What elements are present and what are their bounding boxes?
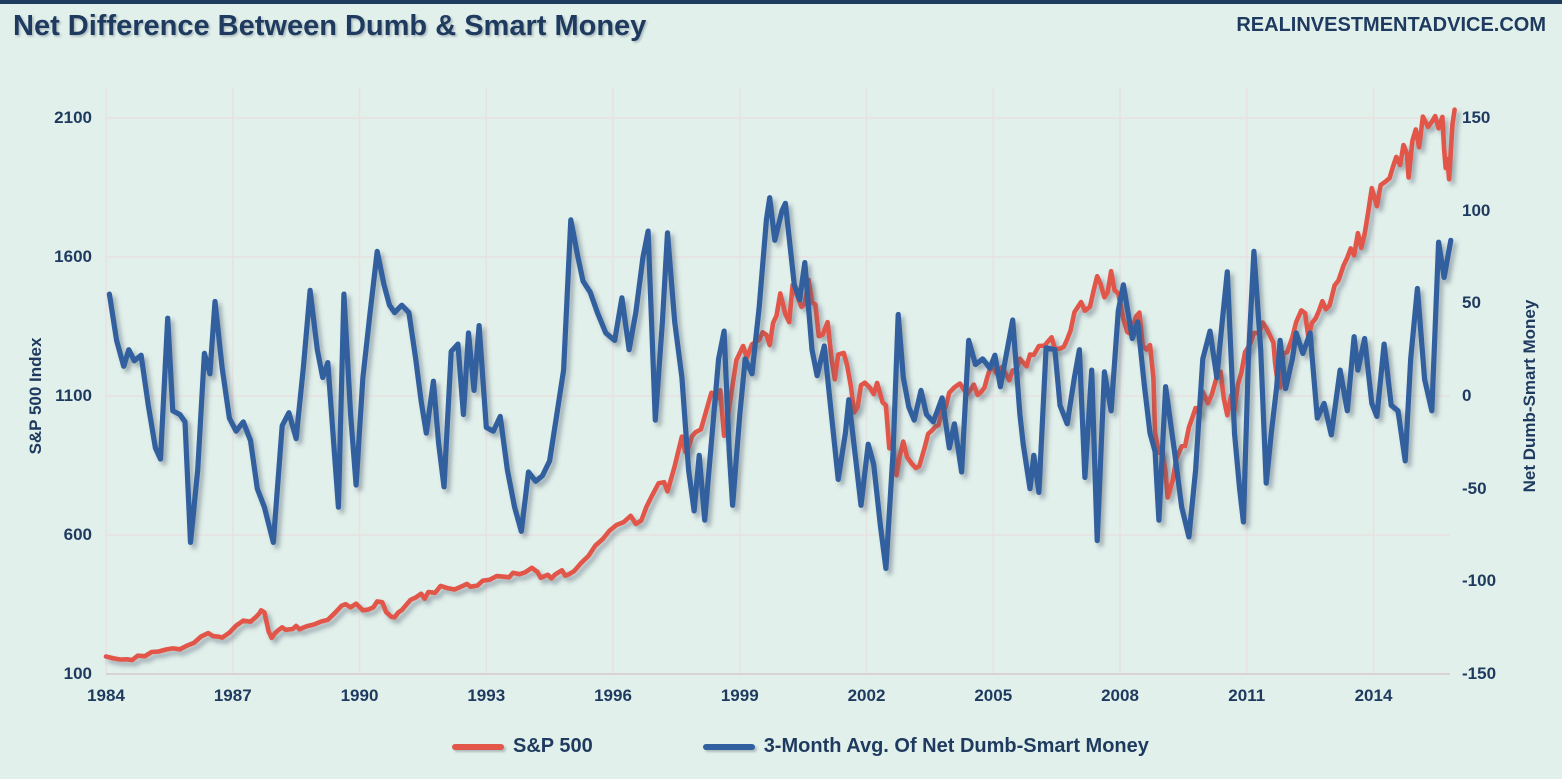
y-right-tick-label: -100 [1462,571,1497,591]
x-tick-label: 2008 [1101,686,1139,705]
gridlines [105,88,1450,675]
legend-label-dumb-smart: 3-Month Avg. Of Net Dumb-Smart Money [763,735,1149,757]
dumb-smart-line-swatch-icon [702,743,755,750]
x-tick-label: 2014 [1354,686,1393,705]
y-left-tick-label: 1100 [55,386,92,405]
x-tick-label: 1993 [467,686,506,705]
sp500-line-swatch-icon [452,743,504,750]
sp500-line [103,107,1457,663]
right-axis-title: Net Dumb-Smart Money [1520,299,1539,493]
series-lines [103,107,1457,663]
y-left-tick-label: 100 [63,664,92,683]
legend-item-sp500: S&P 500 [452,735,593,758]
dumb-smart-money-line [106,195,1454,571]
legend-item-dumb-smart: 3-Month Avg. Of Net Dumb-Smart Money [702,735,1149,758]
y-left-tick-label: 1600 [54,247,92,266]
x-tick-label: 2002 [847,686,886,705]
y-right-tick-label: 50 [1462,293,1481,313]
chart-legend: S&P 500 3-Month Avg. Of Net Dumb-Smart M… [452,735,1149,758]
legend-label-sp500: S&P 500 [513,735,593,757]
y-left-tick-label: 600 [63,525,92,544]
y-right-tick-label: 0 [1462,386,1472,405]
x-tick-label: 1999 [720,686,759,705]
page-title: Net Difference Between Dumb & Smart Mone… [13,10,647,42]
left-axis-title: S&P 500 Index [26,337,45,455]
x-tick-label: 2011 [1228,686,1266,705]
y-right-tick-label: -50 [1462,478,1487,498]
x-tick-label: 1987 [213,686,252,705]
x-tick-label: 1996 [594,686,632,705]
y-right-tick-label: 100 [1462,200,1491,220]
watermark-text: REALINVESTMENTADVICE.COM [1236,14,1546,36]
top-accent-border [0,0,1562,4]
x-tick-label: 1990 [340,686,379,705]
y-left-tick-label: 2100 [54,108,92,127]
y-right-tick-label: -150 [1462,664,1497,683]
x-tick-label: 1984 [87,686,125,705]
x-tick-label: 2005 [974,686,1013,705]
y-right-tick-label: 150 [1462,108,1491,127]
